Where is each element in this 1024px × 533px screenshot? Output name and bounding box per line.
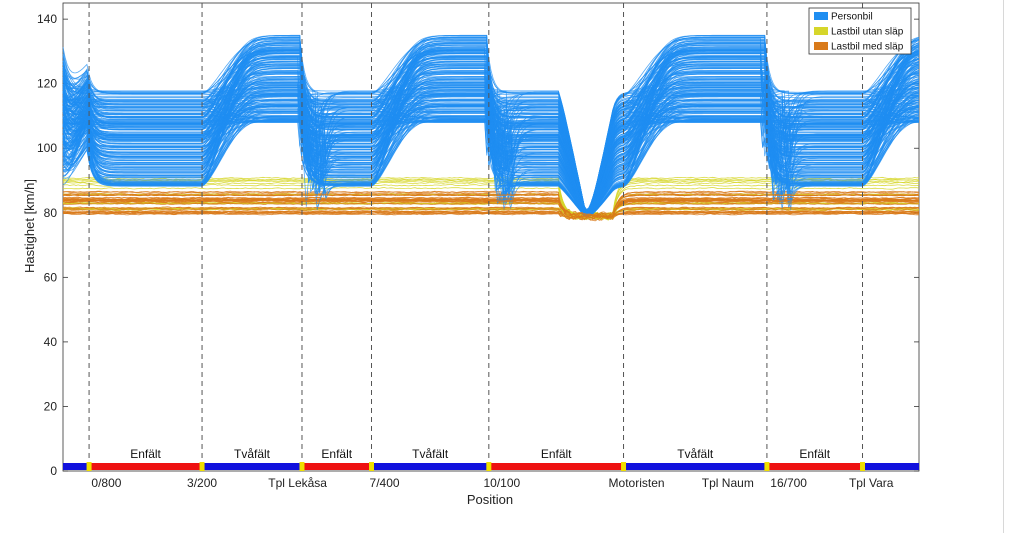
speed-traces (62, 34, 920, 222)
lastbil-med-slap-trace (62, 190, 920, 220)
personbil-trace (62, 77, 920, 211)
y-tick-label: 40 (44, 335, 58, 349)
lane-section-label: Enfält (541, 447, 572, 461)
lane-section-label: Tvåfält (234, 447, 271, 461)
lane-bar-segment (301, 463, 372, 470)
transition-marker (86, 462, 92, 471)
x-tick-label: Motoristen (609, 476, 665, 490)
lastbil-med-slap-trace (62, 197, 920, 219)
legend-swatch-lastbil-med-slap (814, 42, 828, 50)
personbil-trace (62, 55, 920, 212)
y-tick-label: 60 (44, 270, 58, 284)
personbil-trace (62, 65, 920, 213)
transition-marker (299, 462, 305, 471)
lane-bar-segment (202, 463, 302, 470)
legend-swatch-personbil (814, 12, 828, 20)
legend-label-personbil: Personbil (831, 12, 873, 23)
x-axis-label: Position (467, 492, 513, 507)
lastbil-utan-slap-trace (62, 187, 920, 220)
personbil-trace (62, 42, 920, 216)
lane-section-label: Enfält (130, 447, 161, 461)
legend-swatch-lastbil-utan-slap (814, 27, 828, 35)
y-tick-label: 100 (37, 141, 57, 155)
lastbil-med-slap-trace (62, 196, 920, 219)
x-tick-label: 3/200 (187, 476, 217, 490)
lastbil-med-slap-trace (62, 209, 920, 219)
x-tick-label: Tpl Vara (849, 476, 894, 490)
plot-area-border (62, 2, 920, 472)
personbil-trace (62, 118, 920, 215)
transition-marker (860, 462, 866, 471)
x-tick-label: Tpl Lekåsa (268, 476, 327, 490)
lane-bar-segment (371, 463, 489, 470)
personbil-trace (62, 76, 920, 216)
personbil-trace (62, 50, 920, 211)
lastbil-med-slap-trace (62, 202, 920, 220)
lane-section-label: Enfält (321, 447, 352, 461)
lane-bar-segment (862, 463, 919, 470)
y-tick-label: 0 (50, 464, 57, 478)
lastbil-med-slap-trace (62, 206, 920, 220)
lastbil-med-slap-trace (62, 194, 920, 218)
lastbil-med-slap-trace (62, 212, 920, 221)
legend: Personbil Lastbil utan släp Lastbil med … (808, 7, 912, 55)
transition-marker (199, 462, 205, 471)
lane-bar-segment (89, 463, 203, 470)
personbil-trace (62, 73, 920, 214)
x-tick-label: 10/100 (484, 476, 521, 490)
transition-marker (369, 462, 375, 471)
lastbil-med-slap-trace (63, 207, 919, 220)
legend-label-lastbil-utan-slap: Lastbil utan släp (831, 27, 904, 38)
lastbil-med-slap-trace (62, 200, 920, 219)
y-tick-label: 20 (44, 399, 58, 413)
transition-marker (764, 462, 770, 471)
lane-labels: Enfält Tvåfält Enfält Tvåfält Enfält Tvåfält E… (130, 447, 831, 461)
legend-label-lastbil-med-slap: Lastbil med släp (831, 42, 904, 53)
personbil-trace (62, 111, 920, 218)
x-tick-label: 7/400 (370, 476, 400, 490)
personbil-trace (62, 55, 920, 214)
plot-frame (62, 2, 920, 472)
lastbil-med-slap-trace (62, 212, 919, 219)
lane-section-label: Tvåfält (412, 447, 449, 461)
lane-bar-segment (488, 463, 624, 470)
personbil-trace (62, 45, 920, 213)
personbil-trace (62, 72, 920, 212)
page-edge-line (1003, 0, 1004, 533)
lane-bar-segment (766, 463, 863, 470)
transition-marker (621, 462, 627, 471)
lastbil-med-slap-trace (62, 193, 920, 219)
x-axis-ticks: 0/800 3/200 Tpl Lekåsa 7/400 10/100 Motoriste… (91, 476, 893, 490)
section-dividers (88, 3, 864, 471)
lane-section-label: Enfält (799, 447, 830, 461)
lane-bar (63, 462, 919, 471)
lastbil-med-slap-trace (62, 211, 920, 219)
x-tick-label: 16/700 (770, 476, 807, 490)
y-tick-label: 120 (37, 77, 57, 91)
x-tick-label: 0/800 (91, 476, 121, 490)
lastbil-med-slap-trace (63, 199, 919, 221)
lane-bar-segment (623, 463, 767, 470)
y-tick-label: 140 (37, 12, 57, 26)
y-axis-ticks: 0 20 40 60 80 100 120 140 (37, 12, 919, 478)
transition-marker (486, 462, 492, 471)
y-tick-label: 80 (44, 206, 58, 220)
lane-bar-segment (63, 463, 90, 470)
lane-section-label: Tvåfält (677, 447, 714, 461)
y-axis-label: Hastighet [km/h] (22, 179, 37, 273)
lastbil-utan-slap-trace (62, 183, 920, 220)
x-tick-label: Tpl Naum (702, 476, 754, 490)
